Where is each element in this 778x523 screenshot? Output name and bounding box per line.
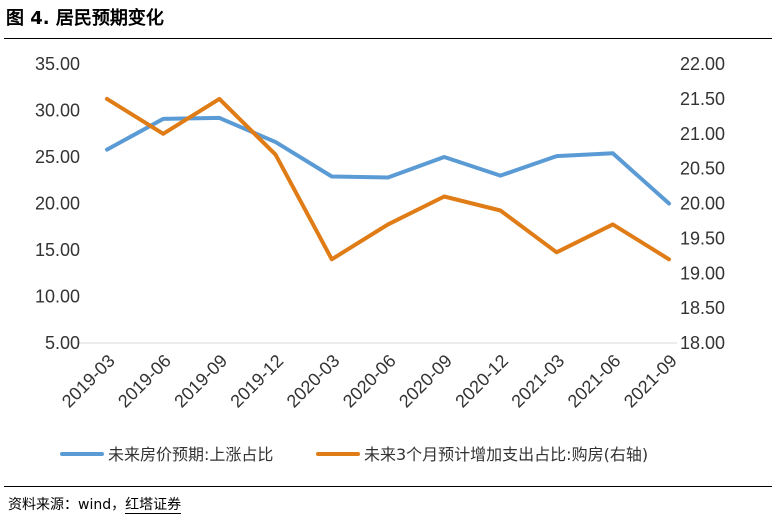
x-axis-tick-label: 2019-12 bbox=[226, 351, 287, 412]
series-1-point bbox=[106, 149, 108, 151]
left-axis-tick-label: 15.00 bbox=[35, 240, 80, 260]
series-2-point bbox=[275, 154, 277, 156]
series-line-1 bbox=[105, 115, 671, 206]
right-axis-tick-label: 22.00 bbox=[680, 54, 725, 74]
series-1-point bbox=[668, 203, 670, 204]
series-2-point bbox=[106, 98, 108, 100]
series-1-point bbox=[331, 176, 333, 177]
title-rule bbox=[4, 38, 772, 39]
series-1-point bbox=[162, 118, 164, 120]
footer-rule bbox=[4, 486, 772, 487]
right-axis-tick-label: 18.00 bbox=[680, 333, 725, 353]
source-note: 资料来源：wind，红塔证券 bbox=[8, 494, 182, 514]
right-axis-tick-label: 19.00 bbox=[680, 263, 725, 283]
x-axis-tick-label: 2021-09 bbox=[620, 351, 681, 412]
series-2-point bbox=[612, 223, 614, 225]
left-axis-tick-label: 35.00 bbox=[35, 54, 80, 74]
left-axis-tick-label: 30.00 bbox=[35, 101, 80, 121]
x-axis-tick-label: 2021-03 bbox=[507, 351, 568, 412]
line-chart: 5.00 10.00 15.00 20.00 25.00 30.00 35.00 18.00 1… bbox=[35, 54, 725, 464]
source-label: 资料来源：wind， bbox=[8, 497, 126, 513]
x-axis-tick-label: 2021-06 bbox=[564, 351, 625, 412]
series-2-point bbox=[556, 251, 558, 253]
series-1-point bbox=[612, 152, 614, 154]
x-axis-tick-label: 2019-06 bbox=[114, 351, 175, 412]
source-brand: 红塔证券 bbox=[125, 497, 182, 514]
left-axis-tick-label: 10.00 bbox=[35, 287, 80, 307]
series-1-point bbox=[499, 175, 501, 177]
left-axis-tick-label: 25.00 bbox=[35, 147, 80, 167]
series-1-point bbox=[218, 117, 220, 119]
left-axis-tick-label: 5.00 bbox=[45, 333, 80, 353]
series-2-point bbox=[443, 196, 445, 197]
series-2-point bbox=[668, 258, 670, 260]
series-2-point bbox=[499, 210, 501, 211]
series-2-point bbox=[387, 223, 389, 225]
x-axis-tick-label: 2020-09 bbox=[395, 351, 456, 412]
series-1-point bbox=[387, 177, 389, 178]
legend-label-1: 未来房价预期:上涨占比 bbox=[108, 445, 273, 464]
right-axis-tick-label: 19.50 bbox=[680, 228, 725, 248]
x-axis-tick-label: 2019-09 bbox=[170, 351, 231, 412]
x-axis-tick-label: 2020-06 bbox=[339, 351, 400, 412]
right-axis-tick-label: 20.50 bbox=[680, 159, 725, 179]
series-1-point bbox=[443, 156, 445, 158]
figure-title: 图 4. 居民预期变化 bbox=[6, 8, 164, 29]
right-axis-tick-label: 20.00 bbox=[680, 194, 725, 214]
x-axis-tick-label: 2020-03 bbox=[283, 351, 344, 412]
legend-label-2: 未来3个月预计增加支出占比:购房(右轴) bbox=[364, 445, 648, 464]
series-1-point bbox=[275, 141, 277, 143]
series-1-point bbox=[556, 155, 558, 157]
right-axis-tick-label: 21.50 bbox=[680, 89, 725, 109]
series-2-point bbox=[218, 98, 220, 100]
right-axis-tick-label: 21.00 bbox=[680, 124, 725, 144]
right-axis-tick-label: 18.50 bbox=[680, 298, 725, 318]
series-2-point bbox=[331, 258, 333, 260]
left-axis-tick-label: 20.00 bbox=[35, 194, 80, 214]
x-axis-tick-label: 2019-03 bbox=[58, 351, 119, 412]
x-axis-tick-label: 2020-12 bbox=[451, 351, 512, 412]
series-2-point bbox=[162, 133, 164, 135]
